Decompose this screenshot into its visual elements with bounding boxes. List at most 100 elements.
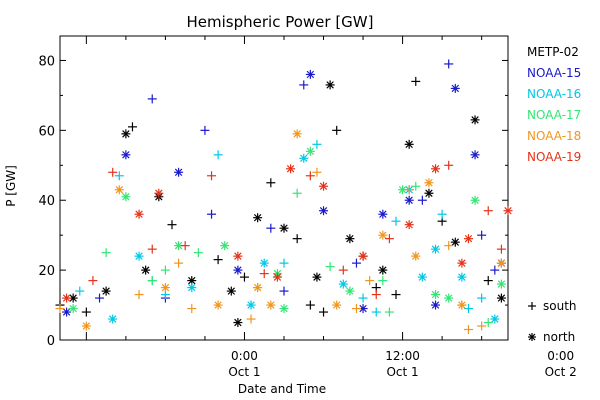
- data-point: [174, 241, 184, 251]
- data-point: [213, 300, 223, 310]
- data-point: [266, 223, 276, 233]
- data-point: [319, 307, 329, 317]
- data-point: [437, 209, 447, 219]
- data-point: [431, 290, 441, 300]
- data-point: [95, 293, 105, 303]
- data-point: [345, 286, 355, 296]
- data-point: [411, 181, 421, 191]
- data-point: [305, 146, 315, 156]
- chart-title: Hemispheric Power [GW]: [187, 13, 374, 31]
- data-point: [424, 188, 434, 198]
- data-point: [305, 171, 315, 181]
- x-tick-label-time: 12:00: [385, 349, 420, 363]
- data-point: [496, 258, 506, 268]
- data-point: [233, 265, 243, 275]
- data-point: [483, 318, 493, 328]
- data-point: [371, 290, 381, 300]
- data-point: [490, 314, 500, 324]
- legend-entry: NOAA-19: [527, 150, 581, 164]
- data-point: [305, 300, 315, 310]
- x-tick-label-time: 0:00: [547, 349, 574, 363]
- data-point: [207, 171, 217, 181]
- data-point: [477, 230, 487, 240]
- data-point: [470, 150, 480, 160]
- data-point: [404, 195, 414, 205]
- data-point: [496, 279, 506, 289]
- data-point: [75, 286, 85, 296]
- data-point: [81, 307, 91, 317]
- data-point: [378, 209, 388, 219]
- data-point: [496, 293, 506, 303]
- north-label: north: [543, 330, 575, 344]
- data-point: [180, 241, 190, 251]
- data-point: [279, 223, 289, 233]
- data-point: [187, 283, 197, 293]
- y-tick-label: 80: [38, 54, 55, 69]
- data-point: [325, 80, 335, 90]
- data-point: [358, 293, 368, 303]
- data-point: [319, 206, 329, 216]
- legend: METP-02 NOAA-15 NOAA-16 NOAA-17 NOAA-18 NOAA-…: [527, 45, 581, 164]
- data-point: [470, 195, 480, 205]
- data-point: [365, 276, 375, 286]
- data-point: [351, 258, 361, 268]
- data-point: [114, 185, 124, 195]
- legend-entry: NOAA-16: [527, 87, 581, 101]
- data-point: [253, 213, 263, 223]
- data-point: [266, 300, 276, 310]
- data-point: [358, 251, 368, 261]
- data-point: [503, 206, 513, 216]
- data-point: [424, 178, 434, 188]
- data-point: [81, 321, 91, 331]
- data-point: [470, 115, 480, 125]
- y-tick-label: 40: [38, 194, 55, 209]
- data-point: [147, 244, 157, 254]
- data-point: [319, 181, 329, 191]
- data-point: [147, 94, 157, 104]
- data-point: [279, 258, 289, 268]
- data-point: [141, 265, 151, 275]
- data-point: [404, 220, 414, 230]
- data-point: [477, 321, 487, 331]
- data-point: [404, 139, 414, 149]
- data-point: [325, 262, 335, 272]
- data-point: [299, 153, 309, 163]
- data-point: [88, 276, 98, 286]
- data-point: [431, 164, 441, 174]
- data-point: [121, 192, 131, 202]
- data-point: [213, 255, 223, 265]
- data-point: [160, 283, 170, 293]
- data-point: [391, 216, 401, 226]
- data-point: [220, 241, 230, 251]
- x-tick-label-date: Oct 1: [228, 365, 260, 379]
- x-tick-label-date: Oct 1: [386, 365, 418, 379]
- data-point: [391, 290, 401, 300]
- data-point: [193, 248, 203, 258]
- data-point: [279, 286, 289, 296]
- data-point: [404, 185, 414, 195]
- data-point: [351, 304, 361, 314]
- data-point: [167, 220, 177, 230]
- data-point: [239, 272, 249, 282]
- data-point: [338, 279, 348, 289]
- x-tick-label-time: 0:00: [231, 349, 258, 363]
- data-point: [279, 304, 289, 314]
- data-point: [292, 234, 302, 244]
- data-point: [312, 272, 322, 282]
- data-point: [154, 188, 164, 198]
- legend-entry: METP-02: [527, 45, 579, 59]
- data-point: [305, 69, 315, 79]
- data-point: [371, 307, 381, 317]
- data-point: [483, 206, 493, 216]
- data-point: [384, 307, 394, 317]
- data-point: [496, 244, 506, 254]
- data-point: [378, 276, 388, 286]
- data-point: [226, 286, 236, 296]
- data-point: [378, 265, 388, 275]
- data-point: [338, 265, 348, 275]
- data-point: [253, 283, 263, 293]
- data-point: [134, 251, 144, 261]
- data-point: [384, 234, 394, 244]
- data-point: [457, 258, 467, 268]
- data-point: [101, 286, 111, 296]
